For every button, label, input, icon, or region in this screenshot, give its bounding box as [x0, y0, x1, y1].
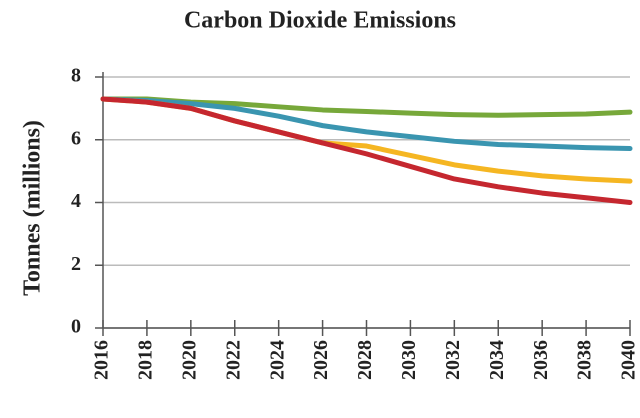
- x-tick-label: 2022: [222, 340, 244, 380]
- x-tick-label: 2018: [135, 340, 157, 380]
- series-line: [100, 96, 633, 152]
- x-tick-label: 2032: [442, 340, 464, 380]
- y-tick-label: 4: [71, 190, 81, 212]
- x-tick-label: 2024: [266, 340, 288, 380]
- y-axis-label: Tonnes (millions): [20, 120, 46, 296]
- x-tick-label: 2016: [91, 340, 113, 380]
- x-tick-label: 2034: [486, 340, 508, 380]
- x-tick-label: 2030: [398, 340, 420, 380]
- y-tick-label: 8: [71, 65, 81, 87]
- x-tick-label: 2026: [310, 340, 332, 380]
- y-tick-label: 2: [71, 253, 81, 275]
- x-tick-label: 2038: [574, 340, 596, 380]
- x-tick-label: 2040: [618, 340, 640, 380]
- y-tick-label: 0: [71, 316, 81, 338]
- series-line: [100, 96, 633, 205]
- x-tick-label: 2028: [354, 340, 376, 380]
- chart-title: Carbon Dioxide Emissions: [184, 8, 456, 34]
- x-tick-label: 2020: [178, 340, 200, 380]
- x-tick-label: 2036: [530, 340, 552, 380]
- y-tick-label: 6: [71, 127, 81, 149]
